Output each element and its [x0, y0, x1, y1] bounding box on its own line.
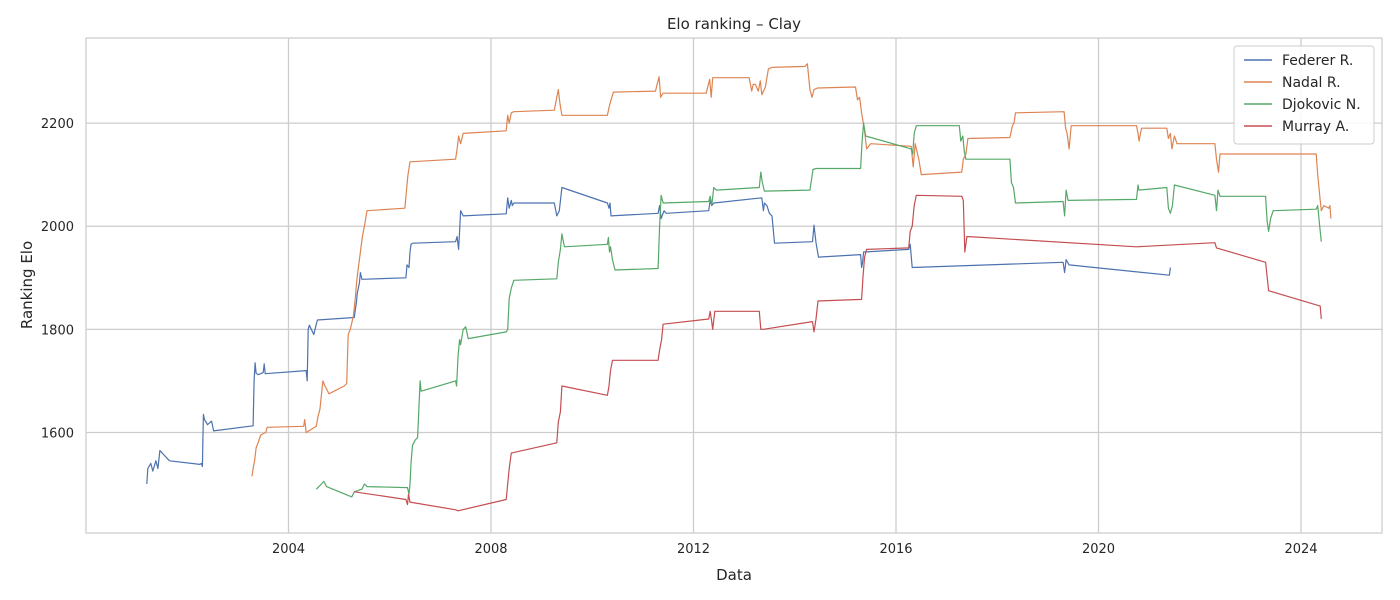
plot-frame — [85, 37, 1383, 534]
series-line-nadal-r — [251, 63, 1332, 477]
x-axis-label: Data — [716, 566, 752, 584]
legend-label-murray-a: Murray A. — [1282, 119, 1349, 135]
x-tick-label: 2004 — [272, 542, 305, 557]
legend-box — [1233, 45, 1375, 145]
legend: Federer R. Nadal R. Djokovic N. Murray A. — [1233, 45, 1375, 145]
chart-title: Elo ranking – Clay — [667, 15, 801, 33]
y-tick-label: 1600 — [41, 426, 74, 441]
x-tick-label: 2008 — [474, 542, 507, 557]
series-line-federer-r — [146, 186, 1171, 485]
legend-label-federer-r: Federer R. — [1282, 53, 1353, 69]
tick-labels: 2004 2008 2012 2016 2020 2024 1600 1800 2000 2200 — [41, 117, 1318, 557]
y-tick-label: 2000 — [41, 220, 74, 235]
x-tick-label: 2024 — [1284, 542, 1317, 557]
x-tick-label: 2016 — [879, 542, 912, 557]
series-line-djokovic-n — [315, 122, 1322, 498]
x-tick-label: 2012 — [677, 542, 710, 557]
legend-label-djokovic-n: Djokovic N. — [1282, 97, 1361, 113]
y-tick-label: 2200 — [41, 117, 74, 132]
x-tick-label: 2020 — [1082, 542, 1115, 557]
series-layer — [146, 63, 1332, 512]
series-line-murray-a — [354, 194, 1322, 512]
y-axis-label: Ranking Elo — [18, 241, 36, 329]
legend-label-nadal-r: Nadal R. — [1282, 75, 1341, 91]
y-tick-label: 1800 — [41, 323, 74, 338]
